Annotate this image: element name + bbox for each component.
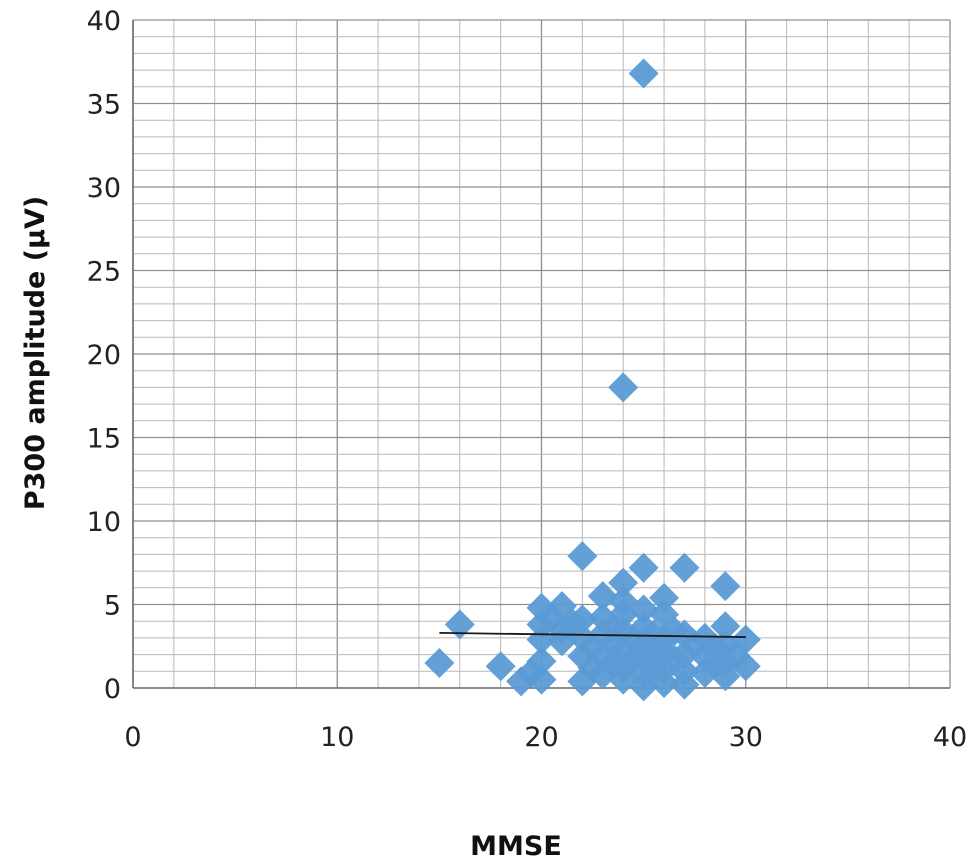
data-point xyxy=(587,581,618,612)
data-point xyxy=(444,609,475,640)
y-tick-label: 15 xyxy=(87,424,121,455)
data-point xyxy=(628,594,659,625)
data-point xyxy=(730,624,761,655)
x-tick-label: 20 xyxy=(524,722,558,753)
data-point xyxy=(669,656,700,687)
data-point xyxy=(710,611,741,642)
data-point xyxy=(526,646,557,677)
data-point xyxy=(526,664,557,695)
y-tick-label: 25 xyxy=(87,257,121,288)
data-point xyxy=(669,552,700,583)
y-tick-labels: 0 5 10 15 20 25 30 35 40 xyxy=(87,6,121,705)
x-tick-labels: 0 10 20 30 40 xyxy=(124,722,967,753)
x-axis-title: MMSE xyxy=(470,831,562,862)
x-tick-label: 30 xyxy=(729,722,763,753)
y-tick-label: 5 xyxy=(104,591,121,622)
y-tick-label: 0 xyxy=(104,674,121,705)
data-point xyxy=(485,651,516,682)
y-tick-label: 20 xyxy=(87,340,121,371)
y-tick-label: 30 xyxy=(87,173,121,204)
data-point xyxy=(424,647,455,678)
data-points xyxy=(424,58,761,702)
data-point xyxy=(567,541,598,572)
x-tick-label: 40 xyxy=(933,722,967,753)
data-point xyxy=(608,567,639,598)
data-point xyxy=(628,552,659,583)
data-point xyxy=(567,604,598,635)
trendline xyxy=(439,631,746,638)
y-tick-label: 35 xyxy=(87,90,121,121)
trendline-group xyxy=(439,631,746,638)
y-tick-label: 40 xyxy=(87,6,121,37)
data-point xyxy=(710,571,741,602)
data-point xyxy=(628,58,659,89)
y-tick-label: 10 xyxy=(87,507,121,538)
gridlines xyxy=(132,19,951,689)
data-point xyxy=(730,651,761,682)
y-axis-title: P300 amplitude (µV) xyxy=(20,196,51,510)
data-point xyxy=(608,372,639,403)
x-tick-label: 10 xyxy=(320,722,354,753)
x-tick-label: 0 xyxy=(124,722,141,753)
data-point xyxy=(649,582,680,613)
data-point xyxy=(526,624,557,655)
